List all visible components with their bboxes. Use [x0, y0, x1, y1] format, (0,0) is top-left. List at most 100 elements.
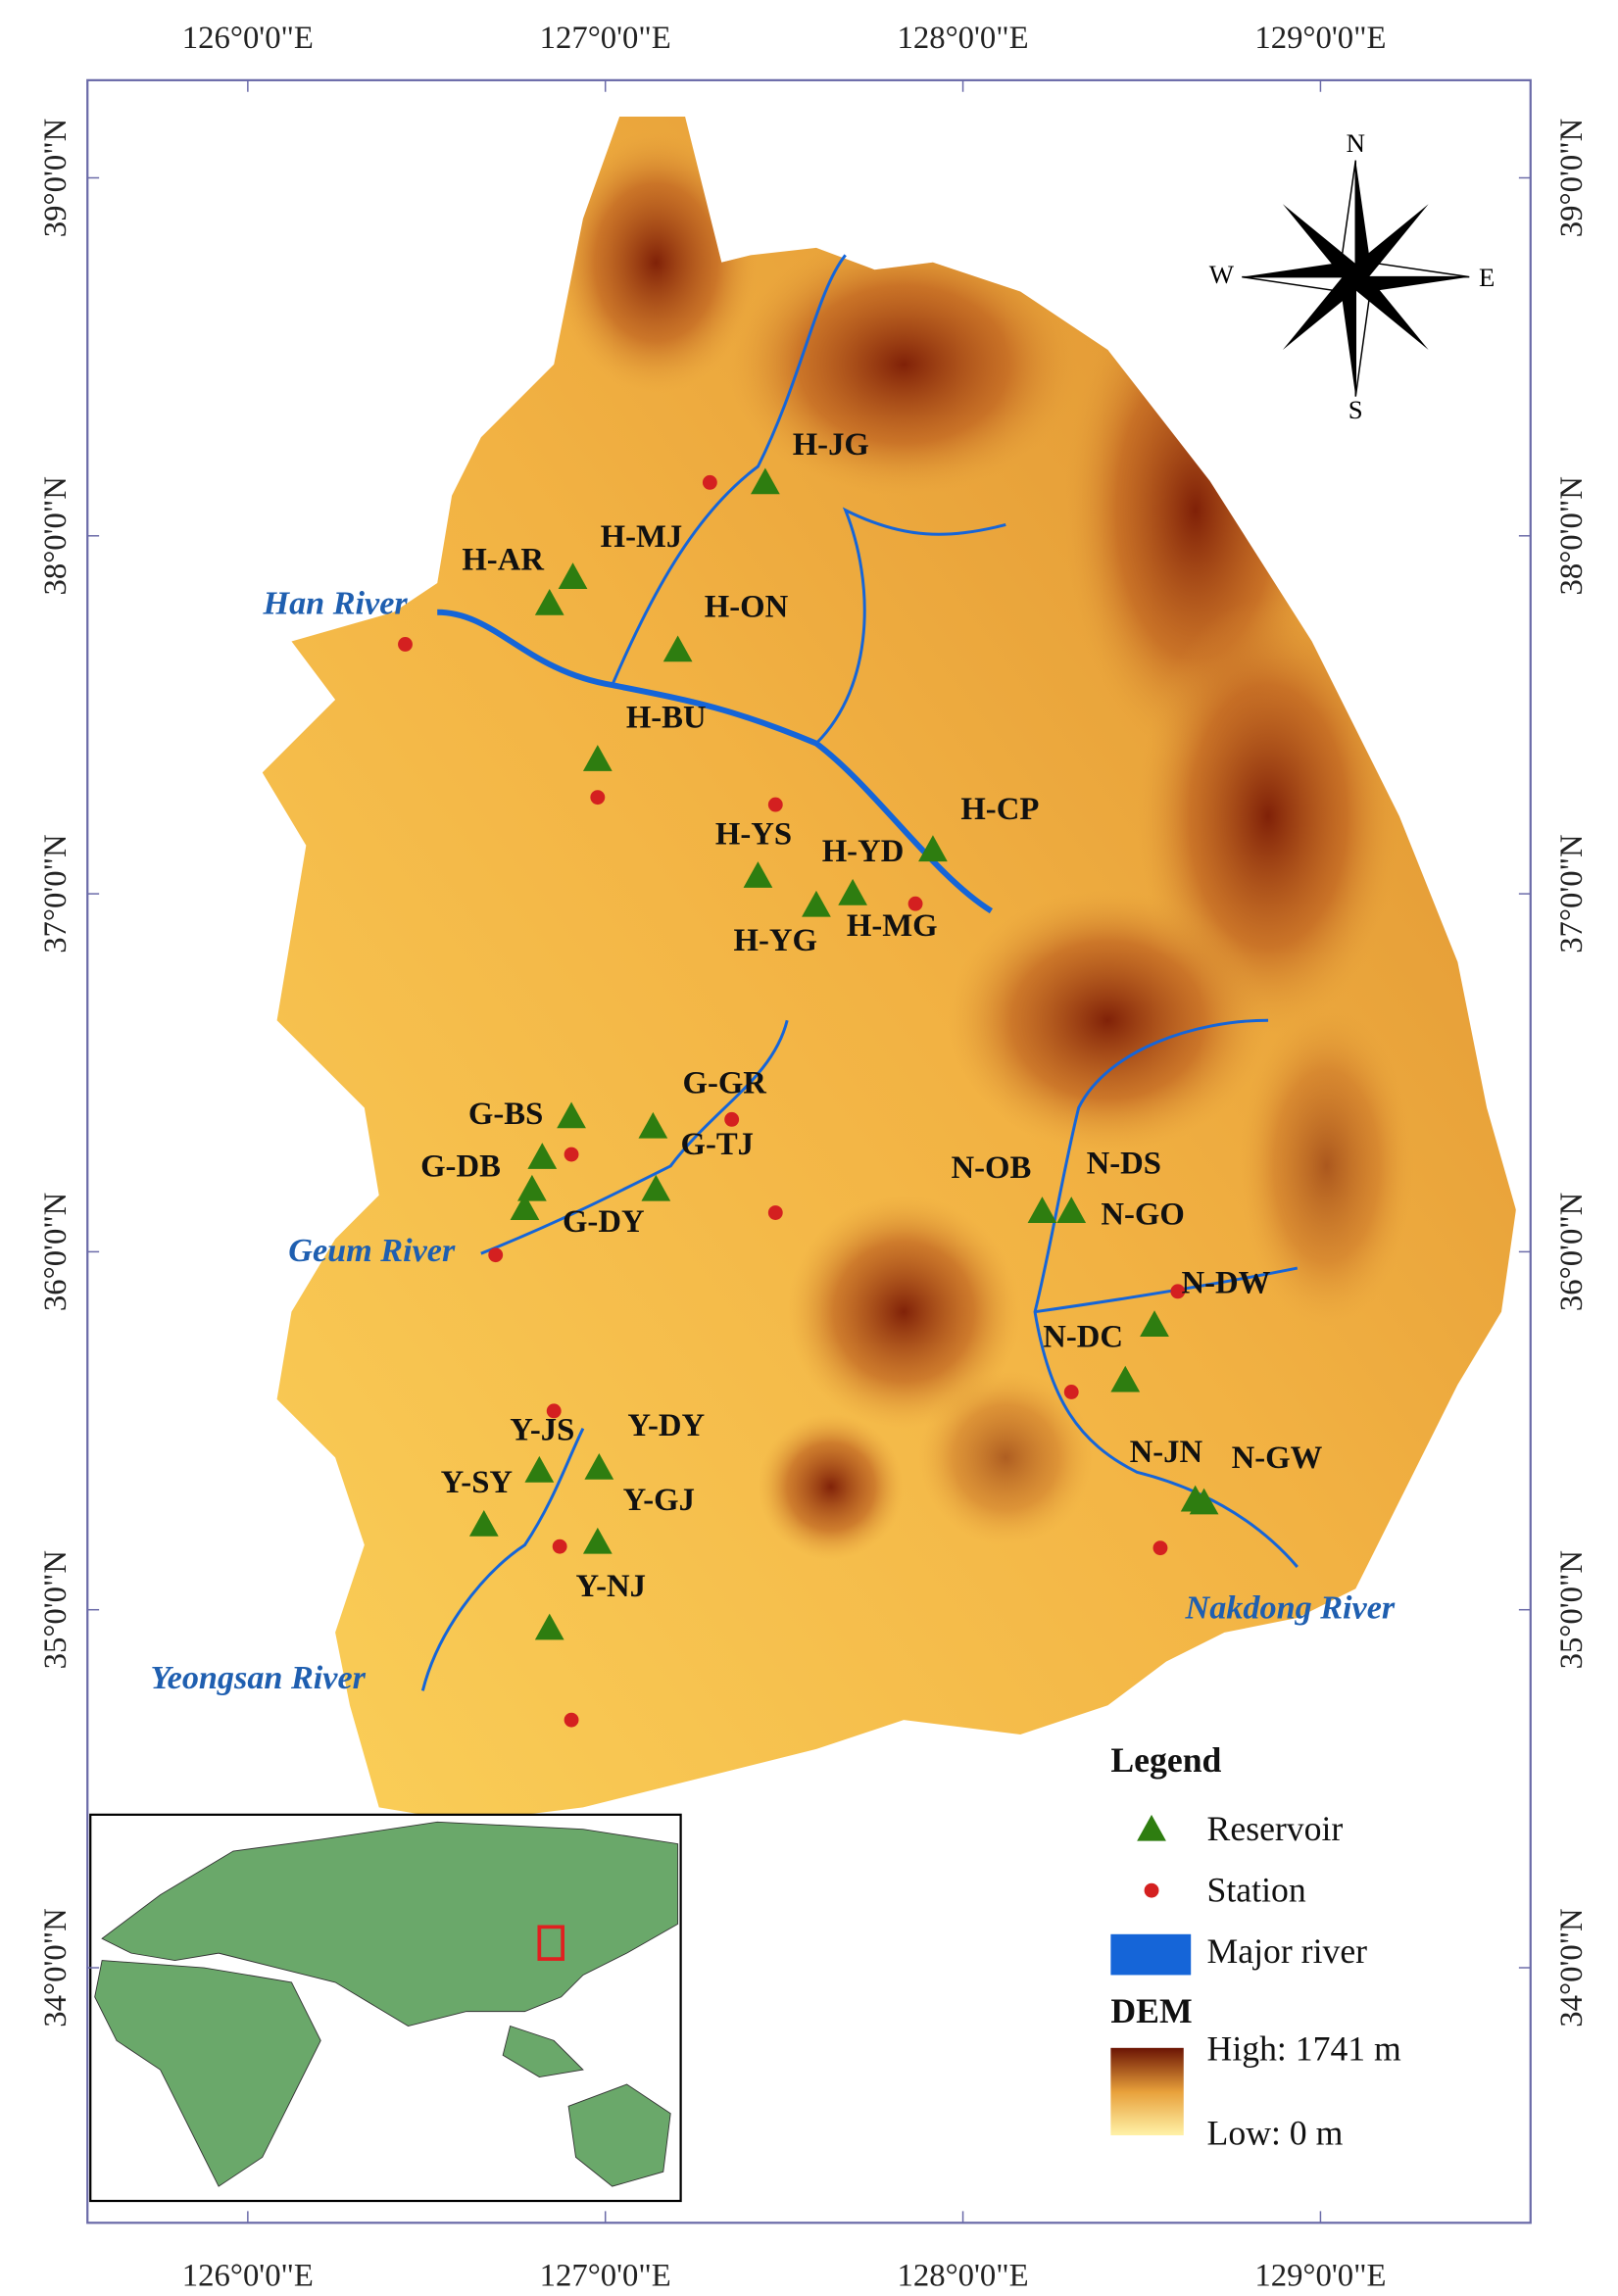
legend-dem-high: High: 1741 m	[1207, 2028, 1402, 2068]
reservoir-label: G-BS	[468, 1097, 543, 1132]
reservoir	[838, 878, 867, 905]
lon-label-top: 129°0'0"E	[1254, 21, 1386, 56]
compass-rose	[1242, 160, 1470, 397]
lon-label-top: 126°0'0"E	[182, 21, 314, 56]
reservoir-label: H-BU	[626, 700, 707, 735]
legend-symbols	[1110, 1814, 1192, 2136]
reservoir	[1189, 1488, 1219, 1515]
reservoir	[524, 1455, 555, 1483]
station	[767, 1205, 783, 1220]
lon-label-bottom: 126°0'0"E	[182, 2258, 314, 2293]
station	[1152, 1540, 1168, 1556]
station	[702, 474, 717, 490]
reservoir-label: H-JG	[793, 427, 869, 463]
reservoir-label: G-GR	[683, 1066, 767, 1101]
station	[546, 1403, 562, 1419]
reservoir-label: N-OB	[952, 1150, 1032, 1186]
reservoir-label: H-AR	[462, 543, 544, 578]
reservoir	[582, 1527, 613, 1554]
river-label: Nakdong River	[1185, 1589, 1396, 1626]
reservoir	[558, 562, 588, 589]
reservoir-label: G-DB	[420, 1148, 501, 1184]
lat-label-right: 36°0'0"N	[1554, 1193, 1590, 1311]
compass-letter: S	[1348, 395, 1363, 424]
legend-item: Reservoir	[1207, 1809, 1344, 1848]
reservoir	[557, 1101, 586, 1129]
station	[1170, 1284, 1186, 1299]
reservoir-label: Y-JS	[510, 1413, 574, 1448]
station	[907, 896, 923, 911]
legend-dem-title: DEM	[1110, 1991, 1192, 2030]
station	[488, 1247, 504, 1263]
reservoir	[1140, 1310, 1169, 1337]
lat-label-right: 37°0'0"N	[1554, 834, 1590, 953]
legend-item: Major river	[1207, 1931, 1368, 1971]
reservoir	[468, 1509, 499, 1537]
reservoir	[802, 890, 831, 917]
reservoir	[582, 745, 613, 771]
lat-label-right: 39°0'0"N	[1554, 119, 1590, 237]
reservoir	[918, 835, 948, 862]
reservoir	[1027, 1197, 1057, 1223]
station	[590, 790, 606, 806]
reservoir-label: N-DS	[1087, 1146, 1161, 1181]
lat-label-right: 35°0'0"N	[1554, 1550, 1590, 1669]
lat-label-left: 36°0'0"N	[38, 1193, 74, 1311]
reservoir	[584, 1452, 614, 1480]
reservoir-label: N-DC	[1043, 1319, 1123, 1354]
reservoir	[1056, 1197, 1087, 1223]
reservoir	[743, 861, 773, 888]
compass-letter: E	[1479, 263, 1495, 292]
reservoir-label: H-MG	[847, 908, 938, 944]
station	[724, 1111, 740, 1127]
river-label: Geum River	[288, 1233, 456, 1269]
reservoir-label: Y-NJ	[575, 1569, 646, 1604]
legend-title: Legend	[1110, 1740, 1221, 1780]
inset-map	[89, 1813, 682, 2203]
lat-label-right: 34°0'0"N	[1554, 1908, 1590, 2027]
reservoir	[641, 1174, 671, 1201]
reservoir	[662, 635, 693, 662]
reservoir	[534, 588, 564, 615]
reservoir-label: G-DY	[563, 1204, 645, 1240]
reservoir	[510, 1194, 540, 1220]
lon-label-top: 128°0'0"E	[898, 21, 1029, 56]
lat-label-left: 37°0'0"N	[38, 834, 74, 953]
station	[564, 1147, 579, 1162]
reservoir-label: Y-SY	[441, 1465, 513, 1500]
lat-label-right: 38°0'0"N	[1554, 476, 1590, 595]
reservoir-label: Y-GJ	[623, 1483, 695, 1518]
reservoir	[638, 1111, 668, 1139]
reservoir-label: H-YS	[715, 816, 792, 852]
station	[552, 1539, 567, 1554]
reservoir	[751, 467, 780, 495]
reservoir-label: Y-DY	[627, 1408, 705, 1443]
river-label: Han River	[262, 586, 408, 622]
reservoir-label: H-YD	[822, 834, 905, 869]
reservoir-label: N-DW	[1181, 1265, 1270, 1300]
reservoir-label: N-GW	[1232, 1441, 1323, 1476]
lon-label-bottom: 127°0'0"E	[540, 2258, 671, 2293]
lat-label-left: 34°0'0"N	[38, 1908, 74, 2027]
lon-label-bottom: 129°0'0"E	[1254, 2258, 1386, 2293]
lon-label-bottom: 128°0'0"E	[898, 2258, 1029, 2293]
reservoir-label: H-MJ	[601, 519, 683, 555]
reservoir	[534, 1613, 564, 1640]
reservoir-label: H-ON	[705, 589, 789, 624]
reservoir-label: H-CP	[960, 792, 1039, 827]
reservoir-label: N-JN	[1130, 1435, 1203, 1470]
river-label: Yeongsan River	[151, 1660, 367, 1696]
reservoir-label: N-GO	[1101, 1197, 1184, 1233]
station	[564, 1712, 579, 1728]
station	[1063, 1385, 1079, 1399]
reservoir-label: H-YG	[734, 923, 817, 958]
station	[767, 797, 783, 812]
reservoir	[527, 1143, 558, 1169]
lon-label-top: 127°0'0"E	[540, 21, 671, 56]
station	[398, 637, 413, 652]
reservoir	[1110, 1365, 1141, 1392]
compass-letter: N	[1347, 128, 1365, 158]
legend-dem-low: Low: 0 m	[1207, 2114, 1344, 2153]
reservoir-label: G-TJ	[681, 1127, 755, 1162]
